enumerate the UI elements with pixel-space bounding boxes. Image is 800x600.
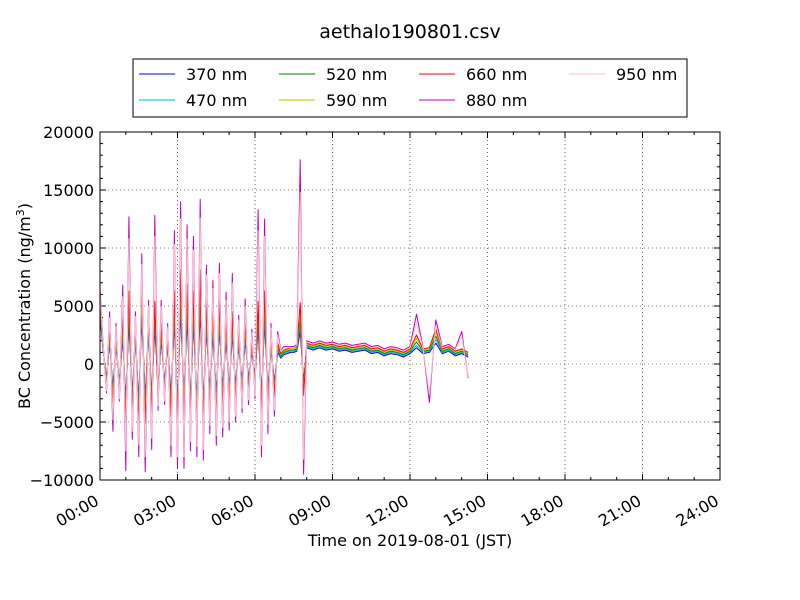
y-tick-label: 15000 <box>43 181 94 200</box>
y-axis-label-main: BC Concentration (ng/m <box>15 216 34 409</box>
y-axis-label: BC Concentration (ng/m3) <box>14 203 34 409</box>
legend-label: 880 nm <box>466 91 527 110</box>
y-tick-label: 10000 <box>43 239 94 258</box>
series-line-880-nm <box>99 159 469 475</box>
x-axis-label: Time on 2019-08-01 (JST) <box>307 531 512 550</box>
plot-frame <box>99 131 721 481</box>
series-line-950-nm <box>99 191 469 460</box>
series-lines <box>99 159 469 475</box>
legend-label: 520 nm <box>326 65 387 84</box>
y-axis-ticks: −10000 −5000 0 5000 10000 15000 20000 <box>30 123 720 490</box>
y-tick-label: −5000 <box>40 413 94 432</box>
y-axis-label-close: ) <box>15 203 34 209</box>
legend-label: 370 nm <box>186 65 247 84</box>
grid-lines <box>100 132 720 480</box>
y-tick-label: 20000 <box>43 123 94 142</box>
legend: 370 nm 470 nm 520 nm 590 nm 660 nm 880 nm 950 … <box>132 58 688 118</box>
legend-label: 590 nm <box>326 91 387 110</box>
y-tick-label: 5000 <box>53 297 94 316</box>
legend-label: 660 nm <box>466 65 527 84</box>
y-tick-label: 0 <box>84 355 94 374</box>
legend-box <box>132 58 688 118</box>
legend-label: 950 nm <box>616 65 677 84</box>
y-tick-label: −10000 <box>30 471 94 490</box>
legend-label: 470 nm <box>186 91 247 110</box>
y-axis-label-superscript: 3 <box>14 209 27 216</box>
chart-title: aethalo190801.csv <box>319 21 501 43</box>
legend-items: 370 nm 470 nm 520 nm 590 nm 660 nm 880 nm 950 … <box>139 65 677 110</box>
